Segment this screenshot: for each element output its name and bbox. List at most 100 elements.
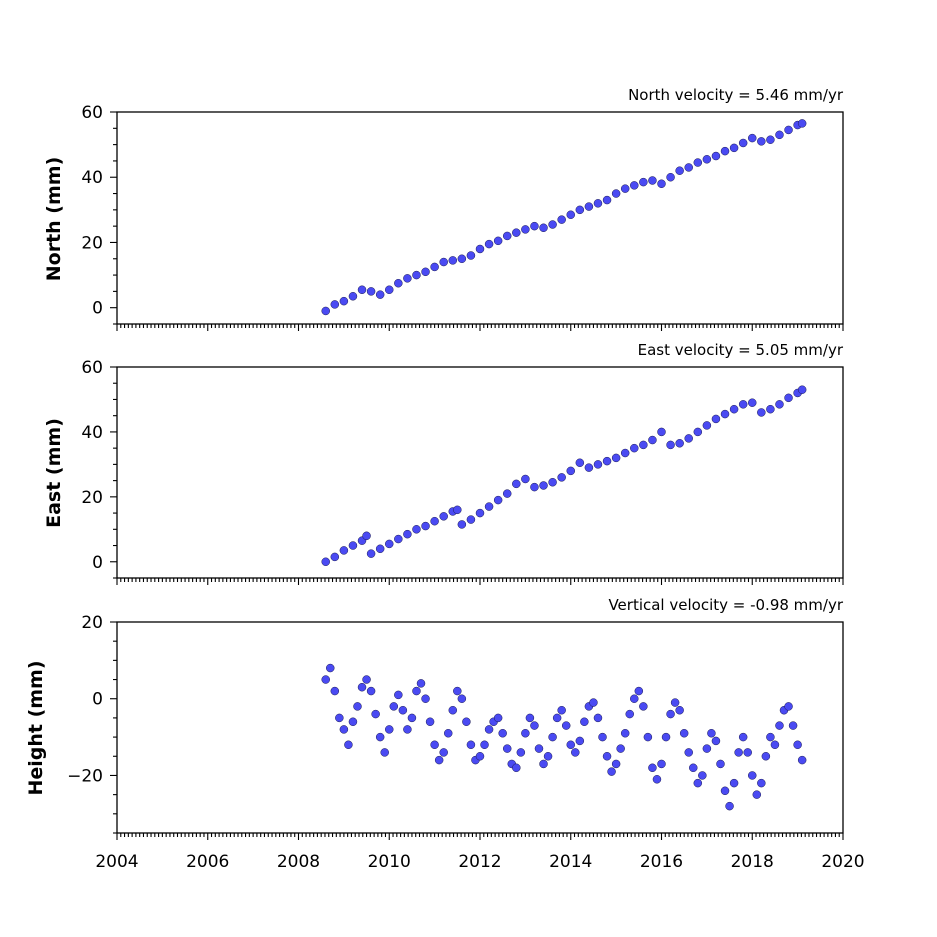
data-point bbox=[643, 732, 653, 742]
x-tick-label: 2008 bbox=[277, 852, 320, 872]
data-point bbox=[720, 786, 730, 796]
data-point bbox=[366, 549, 376, 558]
data-point bbox=[648, 435, 657, 445]
data-point bbox=[630, 443, 639, 453]
data-point bbox=[412, 270, 421, 280]
data-point bbox=[375, 732, 385, 742]
x-tick-label: 2012 bbox=[458, 852, 501, 872]
data-point bbox=[693, 427, 703, 437]
data-point bbox=[321, 557, 330, 567]
data-point bbox=[453, 686, 462, 696]
data-point bbox=[661, 732, 671, 742]
data-point bbox=[702, 155, 712, 164]
data-point bbox=[398, 705, 408, 715]
data-point bbox=[598, 732, 607, 742]
data-point bbox=[584, 202, 594, 211]
data-point bbox=[394, 278, 403, 288]
data-point bbox=[439, 512, 448, 521]
data-point bbox=[362, 675, 371, 684]
data-point bbox=[453, 505, 462, 515]
data-point bbox=[480, 740, 489, 750]
data-point bbox=[439, 257, 448, 267]
data-point bbox=[534, 744, 544, 753]
data-point bbox=[530, 221, 539, 231]
data-point bbox=[711, 414, 721, 424]
data-point bbox=[652, 775, 662, 784]
data-point bbox=[389, 702, 399, 711]
data-point bbox=[575, 458, 585, 468]
data-point bbox=[493, 713, 503, 723]
y-tick-label: 0 bbox=[92, 299, 103, 319]
data-point bbox=[602, 456, 612, 466]
data-point bbox=[412, 686, 421, 696]
data-point bbox=[348, 292, 358, 301]
data-point bbox=[748, 771, 757, 780]
data-point bbox=[407, 713, 417, 723]
data-point bbox=[566, 740, 575, 750]
data-point bbox=[620, 448, 630, 458]
data-point bbox=[657, 179, 666, 189]
data-point bbox=[775, 721, 784, 730]
data-point bbox=[698, 771, 707, 780]
data-point bbox=[339, 296, 349, 306]
data-point bbox=[707, 729, 716, 738]
east-ylabel: East (mm) bbox=[43, 418, 65, 528]
data-point bbox=[793, 740, 802, 750]
data-point bbox=[580, 717, 589, 726]
data-point bbox=[584, 463, 594, 472]
data-point bbox=[784, 393, 793, 403]
data-point bbox=[403, 529, 412, 539]
y-tick-label: 20 bbox=[81, 233, 103, 253]
data-point bbox=[729, 143, 739, 153]
data-point bbox=[521, 729, 530, 738]
data-point bbox=[593, 199, 603, 208]
data-point bbox=[748, 398, 757, 407]
data-point bbox=[620, 184, 630, 193]
data-point bbox=[648, 176, 657, 185]
data-point bbox=[394, 690, 403, 700]
data-point bbox=[557, 705, 566, 715]
data-point bbox=[557, 215, 566, 224]
data-point bbox=[675, 166, 684, 175]
data-point bbox=[729, 404, 739, 414]
data-point bbox=[366, 287, 376, 296]
data-point bbox=[357, 285, 367, 295]
data-point bbox=[757, 778, 766, 788]
data-point bbox=[380, 748, 389, 757]
data-point bbox=[344, 740, 353, 750]
data-point bbox=[525, 713, 535, 723]
data-point bbox=[634, 686, 644, 696]
data-point bbox=[421, 521, 430, 531]
y-tick-label: 20 bbox=[81, 613, 103, 633]
east-velocity-annotation: East velocity = 5.05 mm/yr bbox=[638, 341, 844, 359]
data-point bbox=[493, 236, 503, 246]
data-point bbox=[784, 125, 793, 135]
data-point bbox=[797, 385, 807, 394]
data-point bbox=[720, 146, 730, 156]
x-tick-label: 2016 bbox=[640, 852, 683, 872]
data-point bbox=[326, 663, 335, 673]
y-tick-label: 60 bbox=[81, 358, 103, 378]
data-point bbox=[548, 732, 557, 742]
data-point bbox=[330, 686, 340, 696]
data-point bbox=[571, 748, 580, 757]
data-point bbox=[684, 434, 693, 443]
y-tick-label: −20 bbox=[67, 766, 103, 786]
data-point bbox=[371, 709, 380, 719]
data-point bbox=[502, 489, 512, 498]
data-point bbox=[385, 539, 394, 549]
data-point bbox=[607, 767, 616, 776]
data-point bbox=[530, 721, 539, 730]
east-panel: East velocity = 5.05 mm/yr East (mm) 0 20… bbox=[43, 341, 844, 585]
data-point bbox=[675, 439, 684, 448]
data-point bbox=[339, 725, 349, 734]
data-point bbox=[766, 404, 775, 414]
data-point bbox=[757, 137, 766, 146]
data-point bbox=[648, 763, 657, 773]
data-point bbox=[761, 752, 771, 761]
data-point bbox=[770, 740, 780, 750]
plot-frame bbox=[116, 621, 844, 834]
x-tick-label: 2014 bbox=[549, 852, 592, 872]
data-point bbox=[720, 409, 730, 419]
